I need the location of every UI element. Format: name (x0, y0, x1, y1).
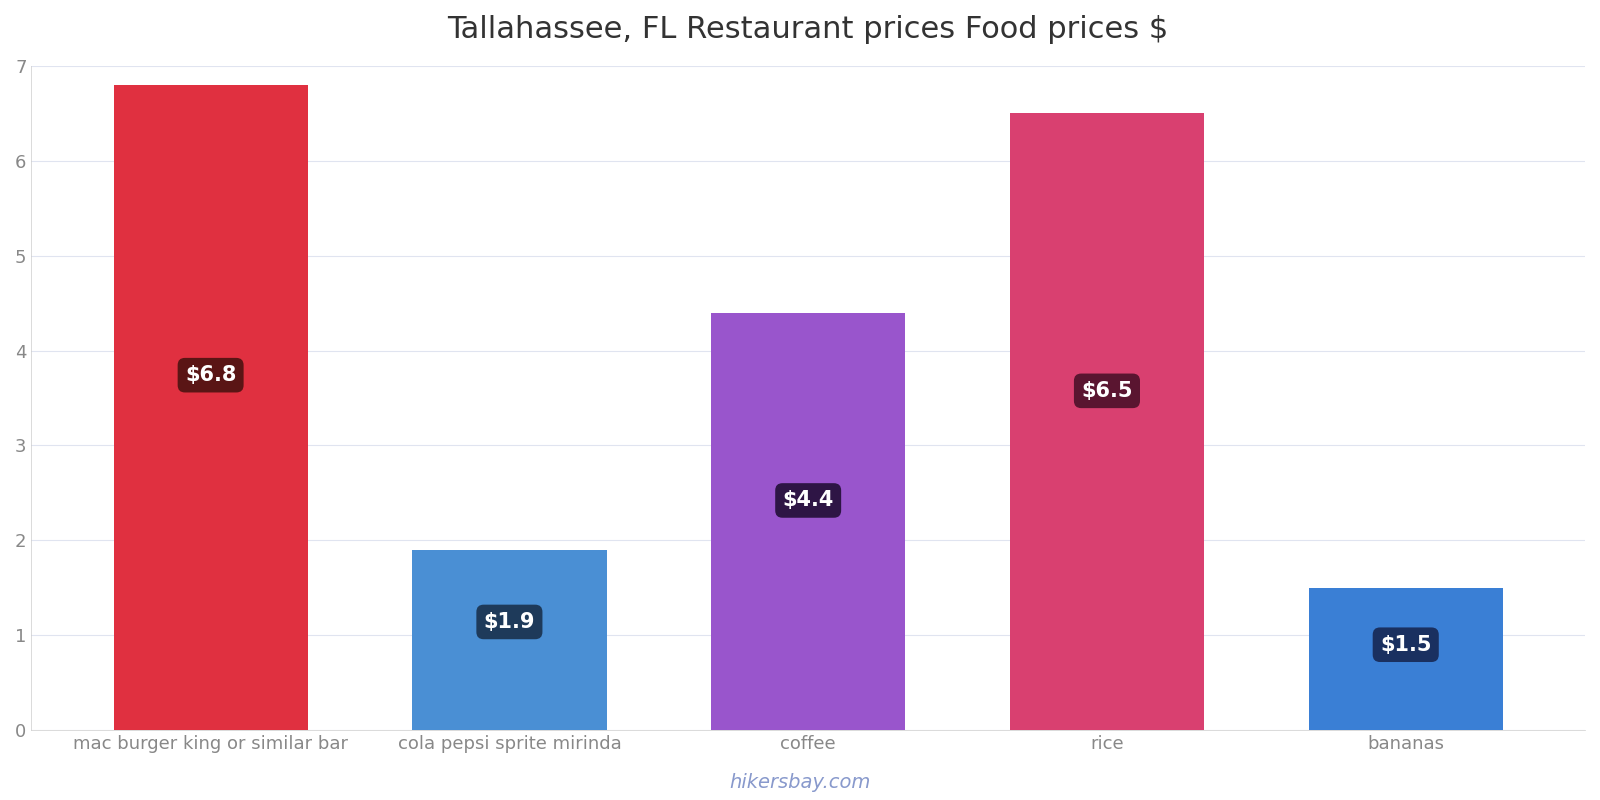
Bar (413, 550, 606, 730)
Text: $4.4: $4.4 (782, 490, 834, 510)
Bar (1010, 114, 1205, 730)
Text: $1.9: $1.9 (483, 612, 534, 632)
Text: hikersbay.com: hikersbay.com (730, 773, 870, 792)
Text: $6.5: $6.5 (1082, 381, 1133, 401)
Title: Tallahassee, FL Restaurant prices Food prices $: Tallahassee, FL Restaurant prices Food p… (448, 15, 1170, 44)
Bar (1309, 588, 1502, 730)
Text: $6.8: $6.8 (186, 365, 237, 385)
Text: $1.5: $1.5 (1379, 634, 1432, 654)
Bar (710, 313, 906, 730)
Bar (114, 85, 307, 730)
